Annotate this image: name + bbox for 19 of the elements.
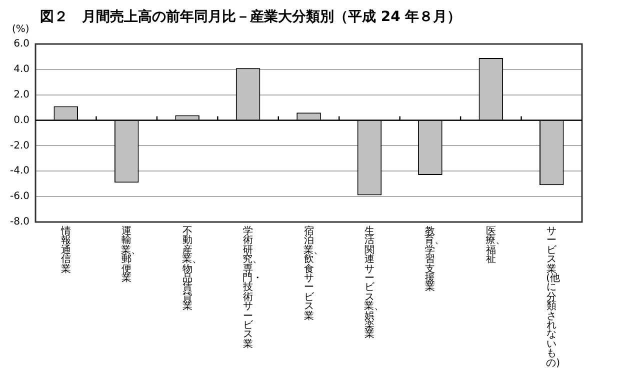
y-tick-label: -4.0 xyxy=(10,166,30,177)
y-tick-label: -8.0 xyxy=(10,216,30,228)
x-tick-label: 情報通信業 xyxy=(60,226,72,275)
category-label: 不動産業、物品賃貸業 xyxy=(182,226,202,312)
category-label: 生活関連サービス業、娯楽業 xyxy=(364,226,384,340)
y-tick-label: 0.0 xyxy=(14,114,30,126)
y-tick-label: 6.0 xyxy=(14,38,30,50)
x-tick-label: 教育、学習支援業 xyxy=(424,226,445,294)
y-tick-label: -2.0 xyxy=(10,140,30,152)
y-tick-label: 2.0 xyxy=(14,89,30,100)
y-tick-label: -6.0 xyxy=(10,191,30,202)
category-label: サービス業(他に分類されないもの) xyxy=(546,226,560,369)
y-tick-label: 4.0 xyxy=(14,64,30,76)
category-label: 学術研究、専門・技術サービス業 xyxy=(242,226,263,350)
chart-title: 図２ 月間売上高の前年同月比－産業大分類別（平成 24 年８月） xyxy=(40,8,462,26)
category-label: 宿泊業、飲食サービス業 xyxy=(303,226,324,322)
x-tick-label: 医療、福祉 xyxy=(485,226,506,266)
x-tick-label: 運輸業、郵便業 xyxy=(121,226,142,284)
y-axis-title: (%) xyxy=(12,24,30,35)
